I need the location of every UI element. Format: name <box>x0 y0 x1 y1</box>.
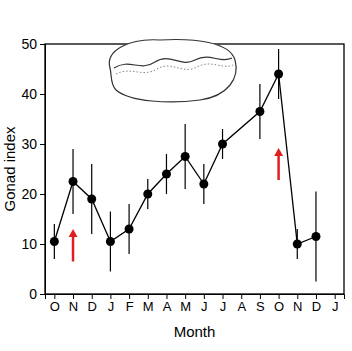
y-axis: 0 10 20 30 40 50 <box>21 36 45 302</box>
x-tick: J <box>201 294 208 314</box>
shell-lip <box>114 57 232 68</box>
arrow <box>274 148 283 180</box>
x-tick: A <box>237 294 246 314</box>
arrow <box>69 229 78 262</box>
arrow-shaft <box>277 154 280 180</box>
x-tick-label: J <box>332 299 339 314</box>
x-tick-label: J <box>220 299 227 314</box>
y-tick-mark <box>40 144 45 145</box>
arrow-head <box>69 229 78 237</box>
y-tick-mark <box>40 294 45 295</box>
y-tick-mark <box>40 244 45 245</box>
y-tick-label: 0 <box>29 286 37 302</box>
x-tick: J <box>220 294 227 314</box>
x-tick: O <box>274 294 284 314</box>
chart: 01020304050ONDJFMAMJJASONDJMonthGonad in… <box>0 0 352 351</box>
x-tick-label: A <box>163 299 172 314</box>
y-tick-label: 10 <box>21 236 37 252</box>
y-tick: 10 <box>21 236 45 252</box>
x-tick: O <box>50 294 60 314</box>
y-tick: 20 <box>21 186 45 202</box>
x-tick-label: M <box>143 299 154 314</box>
arrow-head <box>274 148 283 156</box>
x-tick-label: N <box>293 299 302 314</box>
y-tick: 50 <box>21 36 45 52</box>
x-tick: S <box>256 294 265 314</box>
y-axis-line <box>40 45 46 295</box>
x-tick: J <box>108 294 115 314</box>
data-point <box>293 240 302 249</box>
x-axis: ONDJFMAMJJASONDJ <box>46 294 345 314</box>
data-point <box>50 237 59 246</box>
y-tick-label: 30 <box>21 136 37 152</box>
shell-lip-shade <box>116 64 233 74</box>
y-tick-mark <box>40 194 45 195</box>
data-point <box>255 107 264 116</box>
x-tick-label: D <box>312 299 321 314</box>
arrow-shaft <box>72 235 75 262</box>
shell-illustration <box>109 40 236 102</box>
x-tick-label: D <box>88 299 97 314</box>
series-line <box>54 74 316 244</box>
x-tick: J <box>332 294 339 314</box>
data-point <box>199 180 208 189</box>
y-axis-title: Gonad index <box>1 126 18 212</box>
x-tick: M <box>143 294 154 314</box>
data-point <box>311 232 320 241</box>
data-point <box>274 70 283 79</box>
data-point <box>125 225 134 234</box>
x-tick: A <box>163 294 172 314</box>
data-point <box>181 152 190 161</box>
y-tick-label: 40 <box>21 86 37 102</box>
y-tick-mark <box>40 44 45 45</box>
data-point <box>162 170 171 179</box>
x-tick-label: N <box>69 299 78 314</box>
y-tick-label: 50 <box>21 36 37 52</box>
x-tick-label: O <box>274 299 284 314</box>
x-tick: D <box>312 294 321 314</box>
y-tick-mark <box>40 94 45 95</box>
x-axis-title: Month <box>174 323 216 340</box>
data-point <box>87 195 96 204</box>
y-tick-label: 20 <box>21 186 37 202</box>
x-tick: D <box>88 294 97 314</box>
data-point <box>218 140 227 149</box>
x-tick: N <box>293 294 302 314</box>
x-tick: M <box>180 294 191 314</box>
x-tick-label: F <box>126 299 134 314</box>
x-tick-label: S <box>256 299 265 314</box>
data-layer <box>50 49 321 282</box>
x-tick-label: A <box>237 299 246 314</box>
data-point <box>143 190 152 199</box>
x-tick-label: J <box>108 299 115 314</box>
x-tick: F <box>126 294 134 314</box>
x-tick-label: J <box>201 299 208 314</box>
plot: 01020304050ONDJFMAMJJASONDJ <box>21 36 344 314</box>
data-point <box>69 177 78 186</box>
shell-outline <box>109 40 236 102</box>
x-tick-label: M <box>180 299 191 314</box>
data-point <box>106 237 115 246</box>
x-tick-label: O <box>50 299 60 314</box>
y-tick: 30 <box>21 136 45 152</box>
x-tick: N <box>69 294 78 314</box>
y-tick: 0 <box>29 286 45 302</box>
y-tick: 40 <box>21 86 45 102</box>
